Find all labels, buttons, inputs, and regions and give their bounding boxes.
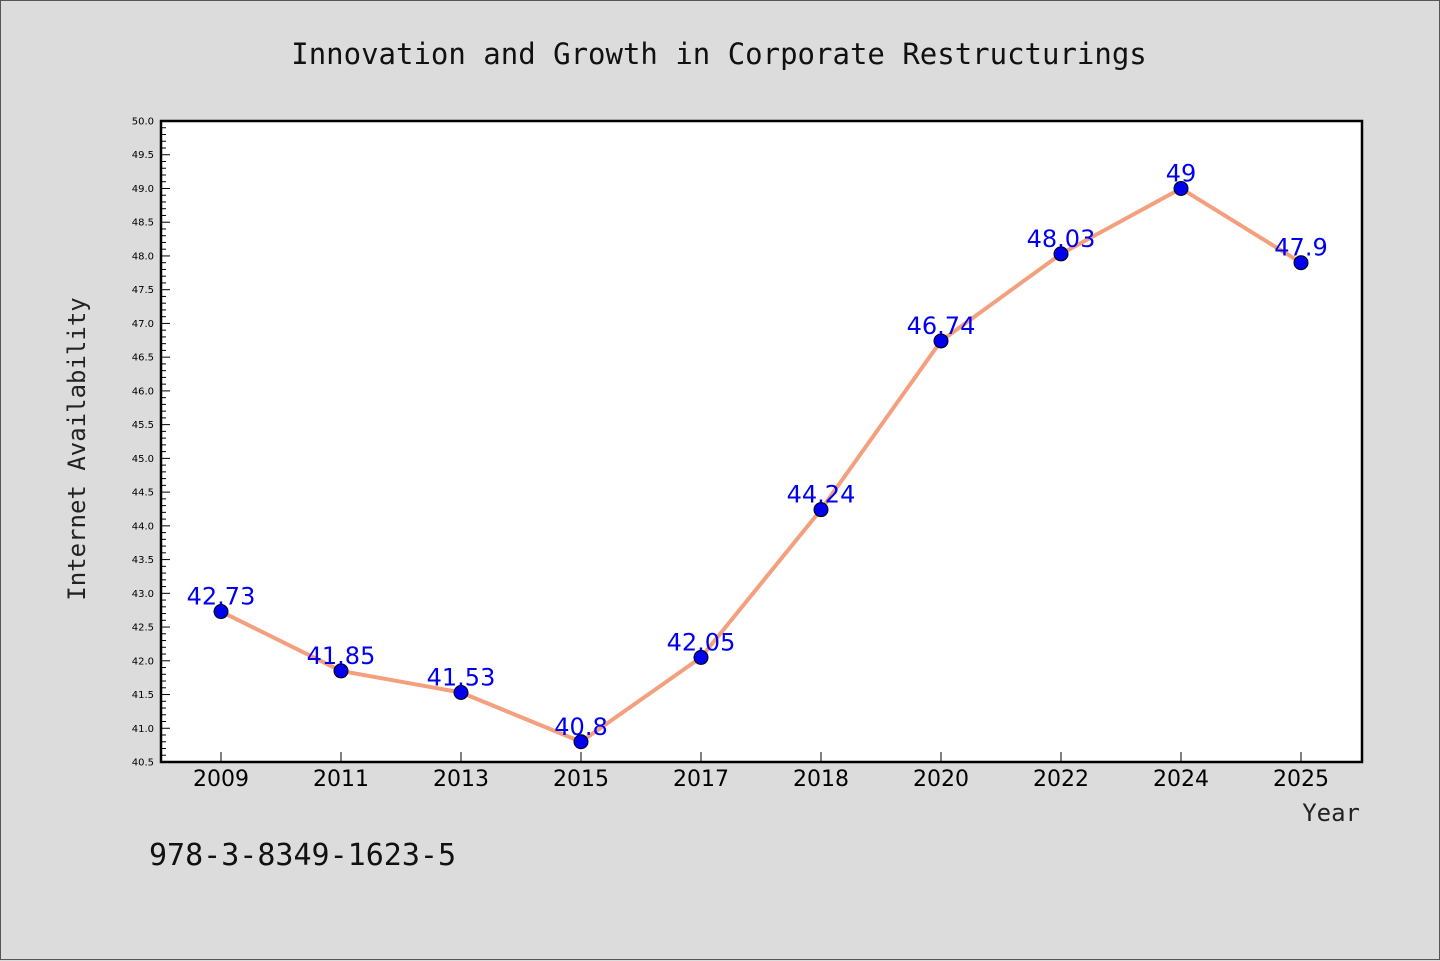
data-point <box>933 333 949 349</box>
y-tick-label: 46.0 <box>132 386 154 397</box>
x-axis-ticks: 2009 2011 2013 2015 2017 2018 2020 2022 2024 2025 <box>193 752 1329 792</box>
y-tick-label: 48.0 <box>132 251 154 262</box>
series-line <box>220 186 1303 744</box>
x-axis-label: Year <box>1302 799 1360 827</box>
x-tick-label: 2013 <box>433 767 489 792</box>
y-tick-label: 49.5 <box>132 150 154 161</box>
y-tick-label: 41.5 <box>132 690 154 701</box>
data-label: 48.03 <box>1027 225 1096 253</box>
isbn-annotation: 978-3-8349-1623-5 <box>149 838 456 873</box>
data-points <box>213 180 1309 750</box>
y-tick-label: 40.5 <box>132 758 154 769</box>
y-tick-label: 44.0 <box>132 521 154 532</box>
x-tick-label: 2011 <box>313 767 369 792</box>
y-axis-ticks: 40.5 41.0 41.5 42.0 42.5 43.0 43.5 44.0 44.5 45.0… <box>132 117 170 769</box>
data-label: 42.73 <box>187 583 256 611</box>
data-point <box>813 502 829 518</box>
x-tick-label: 2020 <box>913 767 969 792</box>
y-tick-label: 50.0 <box>132 117 154 128</box>
y-tick-label: 41.0 <box>132 724 154 735</box>
y-tick-label: 44.5 <box>132 488 154 499</box>
data-label: 41.53 <box>427 664 496 692</box>
x-tick-label: 2017 <box>673 767 729 792</box>
y-tick-label: 46.5 <box>132 353 154 364</box>
plot-border <box>159 119 1364 764</box>
data-label: 42.05 <box>667 628 736 656</box>
data-point <box>213 604 229 620</box>
y-tick-label: 43.0 <box>132 589 154 600</box>
x-tick-label: 2022 <box>1033 767 1089 792</box>
chart-title: Innovation and Growth in Corporate Restr… <box>291 37 1147 71</box>
data-point <box>453 685 469 701</box>
y-tick-label: 48.5 <box>132 218 154 229</box>
y-tick-label: 47.5 <box>132 285 154 296</box>
data-point <box>693 649 709 665</box>
data-point <box>1293 255 1309 271</box>
y-tick-label: 43.5 <box>132 555 154 566</box>
data-label: 46.74 <box>907 312 976 340</box>
x-tick-label: 2009 <box>193 767 249 792</box>
data-point <box>1173 180 1189 196</box>
data-point <box>333 663 349 679</box>
y-axis-label: Internet Availability <box>63 297 91 600</box>
y-tick-label: 49.0 <box>132 184 154 195</box>
data-label: 44.24 <box>787 481 856 509</box>
y-tick-label: 42.0 <box>132 656 154 667</box>
x-tick-label: 2015 <box>553 767 609 792</box>
data-point <box>573 734 589 750</box>
data-label: 47.9 <box>1274 234 1327 262</box>
x-tick-label: 2024 <box>1153 767 1209 792</box>
x-tick-label: 2018 <box>793 767 849 792</box>
data-point <box>1053 246 1069 262</box>
y-tick-label: 47.0 <box>132 319 154 330</box>
x-tick-label: 2025 <box>1273 767 1329 792</box>
y-tick-label: 42.5 <box>132 623 154 634</box>
y-tick-label: 45.0 <box>132 454 154 465</box>
plot-area <box>161 121 1362 762</box>
data-labels: 42.73 41.85 41.53 40.8 42.05 44.24 46.74 48.03 4… <box>187 159 1328 740</box>
data-label: 41.85 <box>307 642 376 670</box>
data-label: 49 <box>1166 159 1197 187</box>
y-tick-label: 45.5 <box>132 420 154 431</box>
data-label: 40.8 <box>554 713 607 741</box>
